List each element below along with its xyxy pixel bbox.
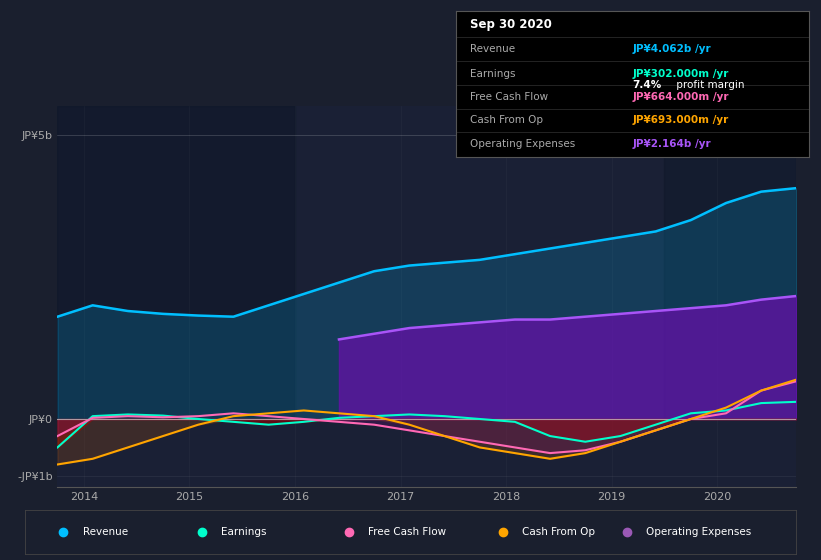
Bar bbox=[664, 106, 796, 419]
Text: JP¥302.000m /yr: JP¥302.000m /yr bbox=[632, 69, 728, 79]
Text: JP¥2.164b /yr: JP¥2.164b /yr bbox=[632, 139, 711, 149]
Text: Operating Expenses: Operating Expenses bbox=[470, 139, 575, 149]
Text: JP¥664.000m /yr: JP¥664.000m /yr bbox=[632, 92, 729, 102]
Text: Cash From Op: Cash From Op bbox=[522, 527, 595, 537]
Text: Earnings: Earnings bbox=[470, 69, 516, 79]
Text: profit margin: profit margin bbox=[672, 81, 745, 91]
Text: Free Cash Flow: Free Cash Flow bbox=[368, 527, 446, 537]
Text: Revenue: Revenue bbox=[83, 527, 127, 537]
Text: Operating Expenses: Operating Expenses bbox=[646, 527, 751, 537]
Text: Earnings: Earnings bbox=[222, 527, 267, 537]
Text: Cash From Op: Cash From Op bbox=[470, 115, 543, 125]
Text: Sep 30 2020: Sep 30 2020 bbox=[470, 18, 552, 31]
Text: 7.4%: 7.4% bbox=[632, 81, 662, 91]
Bar bbox=[57, 106, 295, 419]
Text: Free Cash Flow: Free Cash Flow bbox=[470, 92, 548, 102]
Text: JP¥4.062b /yr: JP¥4.062b /yr bbox=[632, 44, 711, 54]
Text: JP¥693.000m /yr: JP¥693.000m /yr bbox=[632, 115, 728, 125]
Text: Revenue: Revenue bbox=[470, 44, 515, 54]
